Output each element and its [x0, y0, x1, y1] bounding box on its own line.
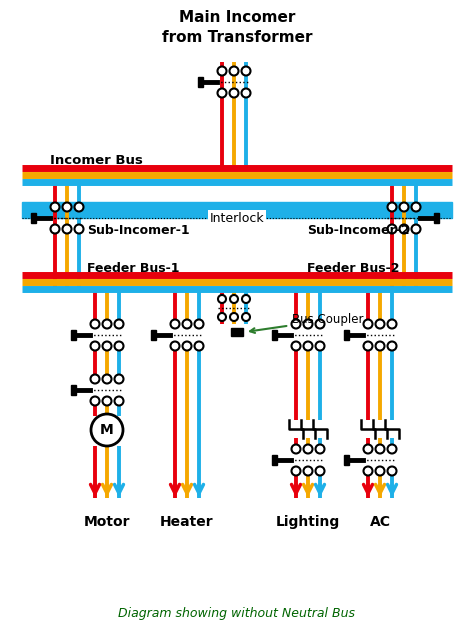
Circle shape — [218, 295, 226, 303]
Circle shape — [218, 313, 226, 321]
Circle shape — [229, 88, 238, 98]
Circle shape — [292, 342, 301, 351]
Circle shape — [303, 466, 312, 476]
Circle shape — [364, 342, 373, 351]
Circle shape — [241, 88, 250, 98]
Circle shape — [218, 66, 227, 76]
Text: Heater: Heater — [160, 515, 214, 529]
Text: Lighting: Lighting — [276, 515, 340, 529]
Circle shape — [364, 444, 373, 453]
Bar — [273, 330, 277, 340]
Circle shape — [411, 202, 420, 212]
Circle shape — [115, 374, 124, 384]
Circle shape — [115, 342, 124, 351]
Text: Sub-Incomer-2: Sub-Incomer-2 — [307, 223, 410, 237]
Circle shape — [375, 342, 384, 351]
Circle shape — [316, 342, 325, 351]
Circle shape — [63, 225, 72, 233]
Text: Diagram showing without Neutral Bus: Diagram showing without Neutral Bus — [118, 607, 356, 620]
Circle shape — [91, 342, 100, 351]
Text: Feeder Bus-1: Feeder Bus-1 — [87, 262, 180, 275]
Circle shape — [364, 319, 373, 329]
Circle shape — [303, 444, 312, 453]
Circle shape — [115, 396, 124, 406]
Circle shape — [91, 414, 123, 446]
Bar — [435, 213, 439, 223]
Bar — [199, 77, 203, 87]
Bar — [152, 330, 156, 340]
Text: Main Incomer
from Transformer: Main Incomer from Transformer — [162, 10, 312, 45]
Circle shape — [218, 88, 227, 98]
Circle shape — [74, 225, 83, 233]
Circle shape — [292, 444, 301, 453]
Circle shape — [316, 466, 325, 476]
Circle shape — [400, 202, 409, 212]
Circle shape — [63, 202, 72, 212]
Circle shape — [74, 202, 83, 212]
Circle shape — [388, 225, 396, 233]
Text: M: M — [100, 423, 114, 437]
Text: Interlock: Interlock — [210, 212, 264, 225]
Bar — [72, 330, 76, 340]
Circle shape — [375, 444, 384, 453]
Circle shape — [51, 225, 60, 233]
Circle shape — [388, 444, 396, 453]
Circle shape — [241, 66, 250, 76]
Bar — [22, 202, 452, 218]
Circle shape — [242, 295, 250, 303]
Text: Motor: Motor — [84, 515, 130, 529]
Circle shape — [102, 396, 111, 406]
Circle shape — [182, 342, 191, 351]
Circle shape — [194, 319, 203, 329]
Circle shape — [364, 466, 373, 476]
Circle shape — [316, 444, 325, 453]
Circle shape — [102, 342, 111, 351]
Circle shape — [292, 319, 301, 329]
Circle shape — [102, 319, 111, 329]
Circle shape — [400, 225, 409, 233]
Bar — [345, 330, 349, 340]
Bar — [72, 385, 76, 395]
Circle shape — [388, 319, 396, 329]
Circle shape — [194, 342, 203, 351]
Circle shape — [375, 319, 384, 329]
Circle shape — [388, 202, 396, 212]
Text: Sub-Incomer-1: Sub-Incomer-1 — [87, 223, 190, 237]
Circle shape — [91, 374, 100, 384]
Circle shape — [230, 295, 238, 303]
Circle shape — [171, 342, 180, 351]
Circle shape — [91, 319, 100, 329]
Bar — [31, 213, 36, 223]
Circle shape — [388, 342, 396, 351]
Circle shape — [316, 319, 325, 329]
Circle shape — [171, 319, 180, 329]
Circle shape — [292, 466, 301, 476]
Circle shape — [91, 396, 100, 406]
Text: Feeder Bus-2: Feeder Bus-2 — [307, 262, 400, 275]
Circle shape — [102, 374, 111, 384]
Circle shape — [51, 202, 60, 212]
Bar — [345, 455, 349, 465]
Circle shape — [242, 313, 250, 321]
Text: Bus Coupler: Bus Coupler — [250, 314, 364, 333]
Circle shape — [411, 225, 420, 233]
Bar — [273, 455, 277, 465]
Circle shape — [115, 319, 124, 329]
Circle shape — [182, 319, 191, 329]
Circle shape — [303, 342, 312, 351]
Circle shape — [230, 313, 238, 321]
Circle shape — [375, 466, 384, 476]
Bar — [231, 328, 243, 336]
Text: AC: AC — [370, 515, 391, 529]
Circle shape — [303, 319, 312, 329]
Circle shape — [229, 66, 238, 76]
Text: Incomer Bus: Incomer Bus — [50, 155, 143, 168]
Circle shape — [388, 466, 396, 476]
